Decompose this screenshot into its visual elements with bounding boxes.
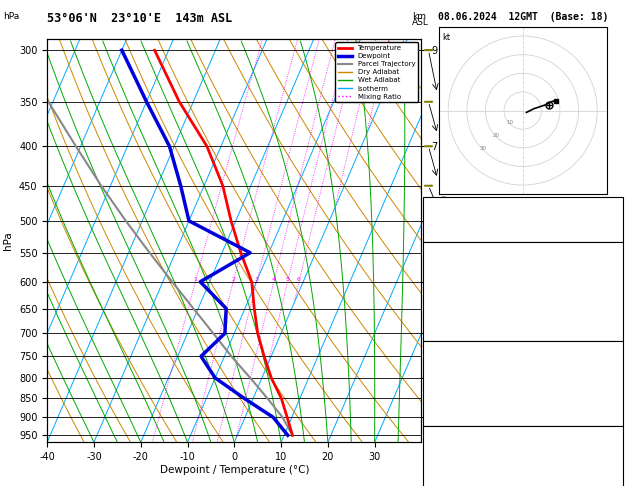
Text: ASL: ASL xyxy=(412,18,429,28)
Text: CAPE (J): CAPE (J) xyxy=(428,397,475,407)
Text: hPa: hPa xyxy=(3,12,19,21)
Y-axis label: Mixing Ratio (g/kg): Mixing Ratio (g/kg) xyxy=(440,194,450,287)
Text: 4: 4 xyxy=(614,383,620,393)
Text: km: km xyxy=(412,12,426,21)
Text: 40: 40 xyxy=(608,455,620,465)
Text: 9: 9 xyxy=(614,441,620,451)
Text: Temp (°C): Temp (°C) xyxy=(428,257,481,267)
Text: 20: 20 xyxy=(493,133,500,138)
Text: SREH: SREH xyxy=(428,455,451,465)
Text: 8: 8 xyxy=(614,410,620,420)
Text: 2: 2 xyxy=(231,277,235,282)
Text: θᵉ (K): θᵉ (K) xyxy=(428,369,463,380)
Text: Dewp (°C): Dewp (°C) xyxy=(428,270,481,280)
Text: StmSpd (kt): StmSpd (kt) xyxy=(428,482,493,486)
Text: 3: 3 xyxy=(255,277,259,282)
Text: 286°: 286° xyxy=(596,469,620,479)
Text: 30: 30 xyxy=(480,146,487,151)
Text: 47: 47 xyxy=(608,212,620,222)
Text: Lifted Index: Lifted Index xyxy=(428,297,498,308)
Text: CAPE (J): CAPE (J) xyxy=(428,311,475,321)
Text: 10: 10 xyxy=(506,120,513,124)
Text: LCL: LCL xyxy=(504,434,519,443)
Text: θᵉ(K): θᵉ(K) xyxy=(428,284,457,294)
Text: 20: 20 xyxy=(608,482,620,486)
Text: 6: 6 xyxy=(297,277,301,282)
Text: CIN (J): CIN (J) xyxy=(428,410,469,420)
Text: StmDir: StmDir xyxy=(428,469,463,479)
Text: 0: 0 xyxy=(614,311,620,321)
Text: 7: 7 xyxy=(614,397,620,407)
Text: Lifted Index: Lifted Index xyxy=(428,383,498,393)
Text: 1: 1 xyxy=(193,277,198,282)
Text: PW (cm): PW (cm) xyxy=(428,226,469,236)
Text: 5: 5 xyxy=(286,277,289,282)
Text: kt: kt xyxy=(442,34,450,42)
Text: Pressure (mb): Pressure (mb) xyxy=(428,356,504,366)
Text: Hodograph: Hodograph xyxy=(428,428,521,438)
Y-axis label: hPa: hPa xyxy=(3,231,13,250)
Text: 310: 310 xyxy=(602,369,620,380)
Text: Totals Totals: Totals Totals xyxy=(428,212,504,222)
Text: 6: 6 xyxy=(614,297,620,308)
Text: Most Unstable: Most Unstable xyxy=(428,342,533,352)
Text: 11.8: 11.8 xyxy=(596,257,620,267)
Text: 53°06'N  23°10'E  143m ASL: 53°06'N 23°10'E 143m ASL xyxy=(47,12,233,25)
Text: 307: 307 xyxy=(602,284,620,294)
X-axis label: Dewpoint / Temperature (°C): Dewpoint / Temperature (°C) xyxy=(160,465,309,475)
Text: © weatheronline.co.uk: © weatheronline.co.uk xyxy=(423,469,535,479)
Text: EH: EH xyxy=(428,441,440,451)
Text: 26: 26 xyxy=(608,198,620,208)
Text: 0: 0 xyxy=(614,325,620,335)
Text: CIN (J): CIN (J) xyxy=(428,325,469,335)
Text: K: K xyxy=(428,198,433,208)
Text: 08.06.2024  12GMT  (Base: 18): 08.06.2024 12GMT (Base: 18) xyxy=(438,12,608,22)
Text: 4: 4 xyxy=(272,277,276,282)
Text: 850: 850 xyxy=(602,356,620,366)
Text: 1.96: 1.96 xyxy=(596,226,620,236)
Text: Surface: Surface xyxy=(428,243,521,253)
Text: 10.8: 10.8 xyxy=(596,270,620,280)
Legend: Temperature, Dewpoint, Parcel Trajectory, Dry Adiabat, Wet Adiabat, Isotherm, Mi: Temperature, Dewpoint, Parcel Trajectory… xyxy=(335,42,418,103)
